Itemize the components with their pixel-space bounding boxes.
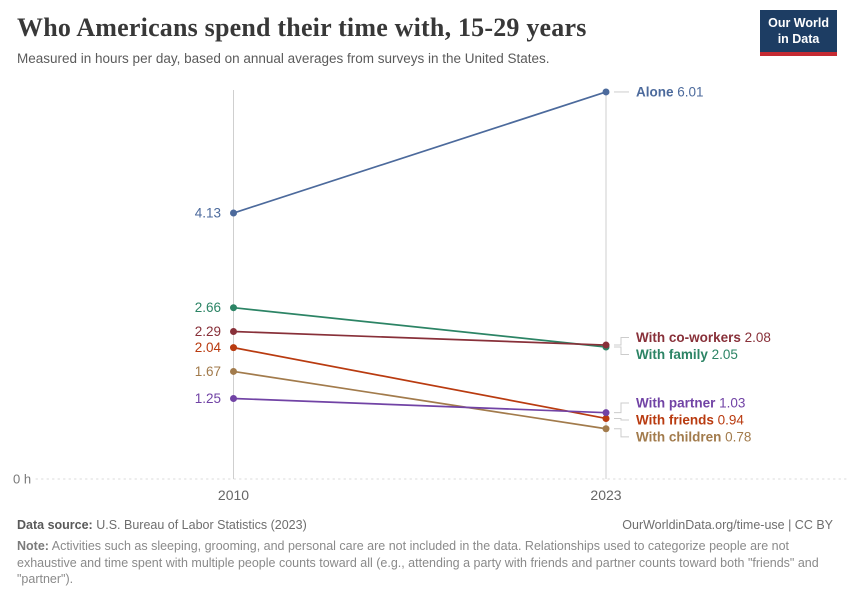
- series-line-with-family[interactable]: [233, 306, 607, 348]
- point-with-family-2010[interactable]: [230, 304, 237, 312]
- chart-header: Who Americans spend their time with, 15-…: [0, 0, 850, 70]
- end-label-with-co-workers[interactable]: With co-workers 2.08: [636, 330, 771, 345]
- owid-logo[interactable]: Our World in Data: [760, 10, 837, 56]
- label-connector-with-co-workers: [614, 337, 629, 346]
- page-subtitle: Measured in hours per day, based on annu…: [17, 51, 550, 66]
- owid-link[interactable]: OurWorldinData.org/time-use | CC BY: [622, 518, 833, 532]
- note-label: Note:: [17, 539, 49, 553]
- point-with-partner-2010[interactable]: [230, 395, 237, 402]
- series-line-with-co-workers[interactable]: [233, 330, 607, 346]
- start-value-label-with-family: 2.66: [195, 300, 221, 315]
- series-line-alone[interactable]: [233, 91, 607, 214]
- end-label-with-partner[interactable]: With partner 1.03: [636, 396, 745, 411]
- point-with-children-2023[interactable]: [602, 425, 610, 433]
- x-tick-label-2023: 2023: [590, 487, 621, 503]
- source-row: Data source: U.S. Bureau of Labor Statis…: [17, 518, 833, 532]
- chart-footer: Data source: U.S. Bureau of Labor Statis…: [0, 515, 850, 588]
- series-line-with-children[interactable]: [233, 370, 607, 430]
- end-label-with-friends[interactable]: With friends 0.94: [636, 413, 744, 428]
- point-with-children-2010[interactable]: [230, 367, 237, 375]
- note: Note: Activities such as sleeping, groom…: [17, 538, 833, 588]
- point-with-partner-2023[interactable]: [602, 409, 610, 417]
- label-connector-with-partner: [614, 402, 629, 414]
- start-value-label-alone: 4.13: [195, 206, 221, 221]
- owid-logo-line1: Our World: [768, 16, 829, 30]
- data-source: Data source: U.S. Bureau of Labor Statis…: [17, 518, 307, 532]
- note-text: Activities such as sleeping, grooming, a…: [17, 539, 819, 586]
- x-tick-label-2010: 2010: [218, 487, 249, 503]
- point-with-co-workers-2023[interactable]: [602, 341, 610, 349]
- start-value-label-with-children: 1.67: [195, 364, 221, 379]
- start-value-label-with-friends: 2.04: [195, 340, 222, 355]
- series-line-with-partner[interactable]: [233, 397, 607, 414]
- data-source-label: Data source:: [17, 518, 93, 532]
- start-value-label-with-co-workers: 2.29: [195, 324, 221, 339]
- label-connector-with-family: [614, 346, 629, 356]
- y-zero-label: 0 h: [13, 472, 31, 487]
- label-connector-with-children: [614, 428, 629, 438]
- point-alone-2010[interactable]: [230, 209, 237, 217]
- slope-chart: 0 h 2010 2023 4.13 2.66 2.292.04 1.67 1.25 Alone…: [13, 84, 850, 503]
- page-title: Who Americans spend their time with, 15-…: [17, 13, 587, 42]
- end-label-alone[interactable]: Alone 6.01: [636, 84, 704, 99]
- point-alone-2023[interactable]: [602, 88, 610, 96]
- point-with-friends-2010[interactable]: [230, 344, 237, 352]
- label-connector-with-friends: [614, 417, 629, 421]
- end-label-with-children[interactable]: With children 0.78: [636, 429, 751, 444]
- owid-logo-line2: in Data: [777, 32, 820, 47]
- start-value-label-with-partner: 1.25: [195, 391, 221, 406]
- series-line-with-friends[interactable]: [233, 346, 607, 420]
- data-source-text: U.S. Bureau of Labor Statistics (2023): [92, 518, 307, 532]
- end-label-with-family[interactable]: With family 2.05: [636, 347, 738, 362]
- point-with-friends-2023[interactable]: [602, 414, 610, 422]
- point-with-co-workers-2010[interactable]: [230, 328, 237, 336]
